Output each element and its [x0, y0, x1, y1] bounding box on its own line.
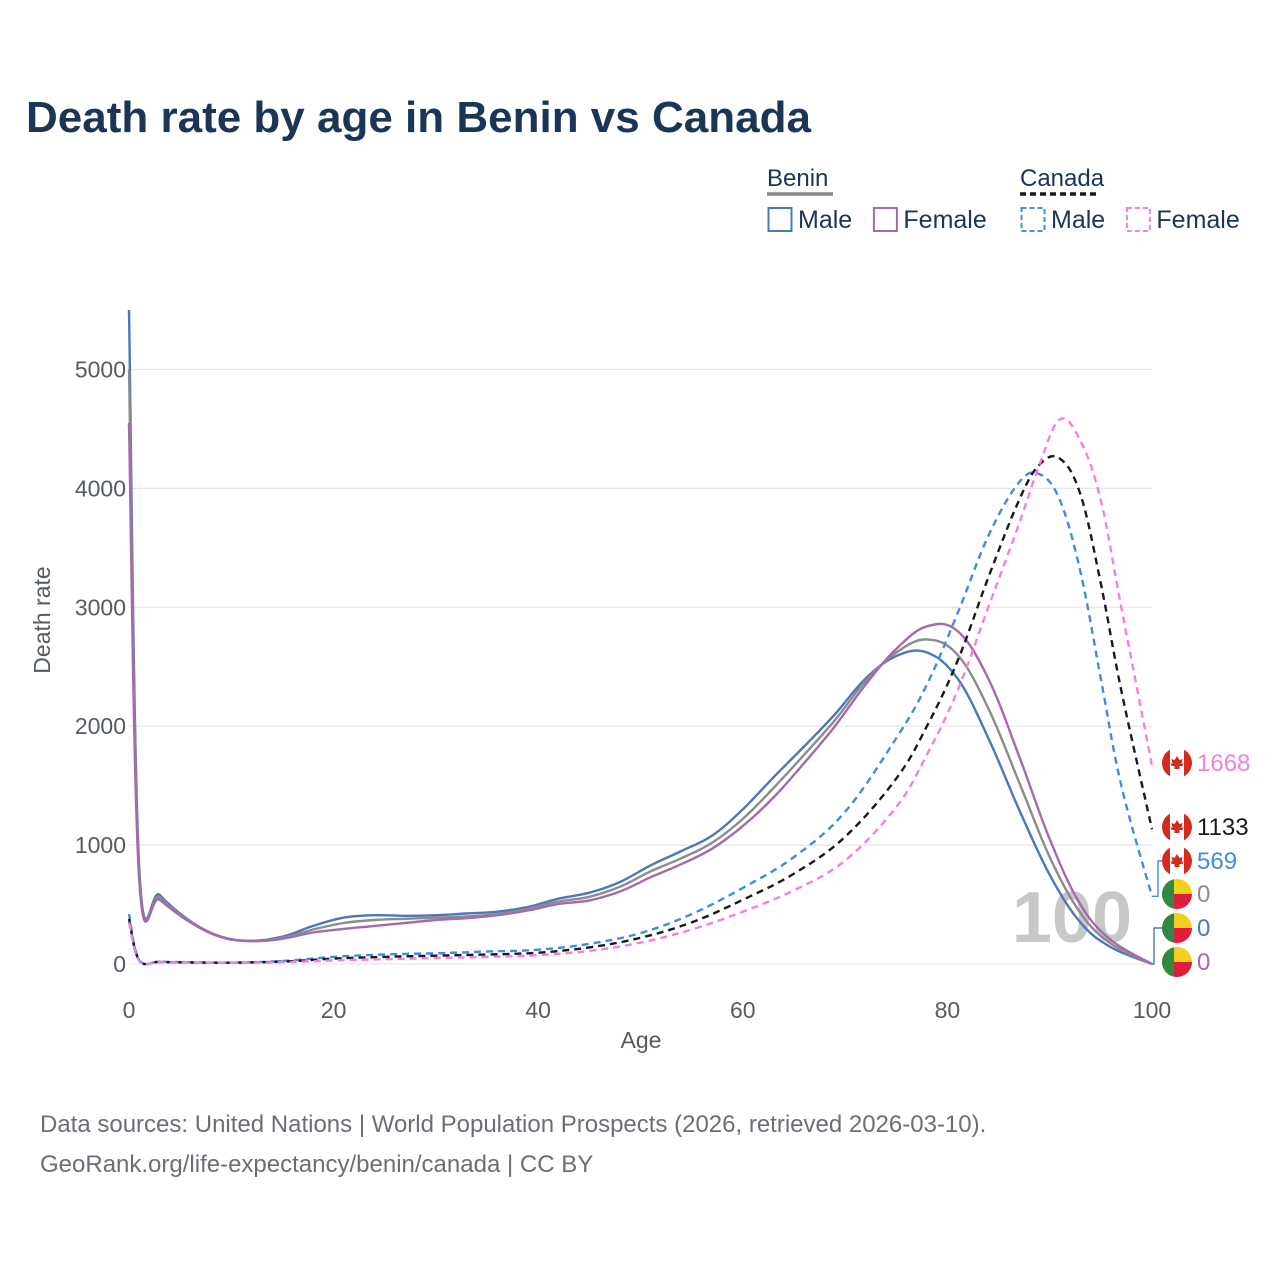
x-tick-label: 0 [123, 997, 136, 1023]
y-tick-label: 4000 [75, 475, 126, 501]
canada-flag-icon [1162, 748, 1192, 778]
x-tick-label: 60 [730, 997, 756, 1023]
legend-swatch[interactable] [1125, 207, 1151, 232]
label-connector [1152, 860, 1164, 897]
end-labels: 1668 1133 569 0 0 0 [1152, 748, 1250, 977]
legend-swatch[interactable] [1020, 207, 1046, 232]
legend-item-label[interactable]: Female [903, 206, 986, 234]
y-axis-ticks: 0 1000 2000 3000 4000 5000 [75, 356, 126, 977]
source-line-2: GeoRank.org/life-expectancy/benin/canada… [40, 1151, 593, 1178]
benin-flag-icon [1162, 913, 1192, 943]
legend-item-label[interactable]: Male [798, 206, 852, 234]
source-line-1: Data sources: United Nations | World Pop… [40, 1111, 986, 1138]
legend: Benin Male Female Canada Male Female [767, 165, 1240, 234]
benin-flag-icon [1162, 879, 1192, 909]
label-connector [1152, 927, 1162, 965]
x-tick-label: 40 [525, 997, 551, 1023]
end-label-value: 0 [1197, 949, 1210, 976]
canada-flag-icon [1162, 846, 1192, 876]
end-label-value: 1133 [1197, 814, 1249, 841]
series-line-benin-both [127, 369, 1153, 966]
end-label-value: 0 [1197, 881, 1210, 908]
y-tick-label: 0 [113, 951, 126, 977]
x-tick-label: 80 [935, 997, 961, 1023]
y-tick-label: 1000 [75, 832, 126, 858]
end-label-value: 1668 [1197, 750, 1250, 777]
legend-group-title: Benin [767, 165, 828, 192]
x-tick-label: 100 [1133, 997, 1171, 1023]
x-tick-label: 20 [321, 997, 347, 1023]
legend-swatch[interactable] [872, 207, 898, 232]
benin-flag-icon [1162, 947, 1192, 977]
y-tick-label: 2000 [75, 713, 126, 739]
series-line-canada-female [127, 417, 1154, 966]
series-line-benin-male [127, 309, 1153, 966]
series-line-canada-both [127, 454, 1154, 966]
legend-item-label[interactable]: Male [1051, 206, 1105, 234]
x-axis-ticks: 0 20 40 60 80 100 [123, 997, 1172, 1023]
legend-swatch[interactable] [767, 207, 793, 232]
x-axis-label: Age [621, 1027, 662, 1053]
y-tick-label: 3000 [75, 594, 126, 620]
legend-item-label[interactable]: Female [1156, 206, 1239, 234]
series-line-benin-female [127, 422, 1153, 966]
end-label-value: 569 [1197, 848, 1237, 875]
y-axis-label: Death rate [29, 566, 55, 673]
canada-flag-icon [1162, 812, 1192, 842]
series-lines [127, 309, 1154, 966]
end-label-value: 0 [1197, 915, 1210, 942]
y-tick-label: 5000 [75, 356, 126, 382]
chart-title: Death rate by age in Benin vs Canada [26, 93, 811, 142]
legend-group-title: Canada [1020, 165, 1105, 192]
grid [129, 368, 1152, 965]
series-line-canada-male [127, 471, 1154, 966]
